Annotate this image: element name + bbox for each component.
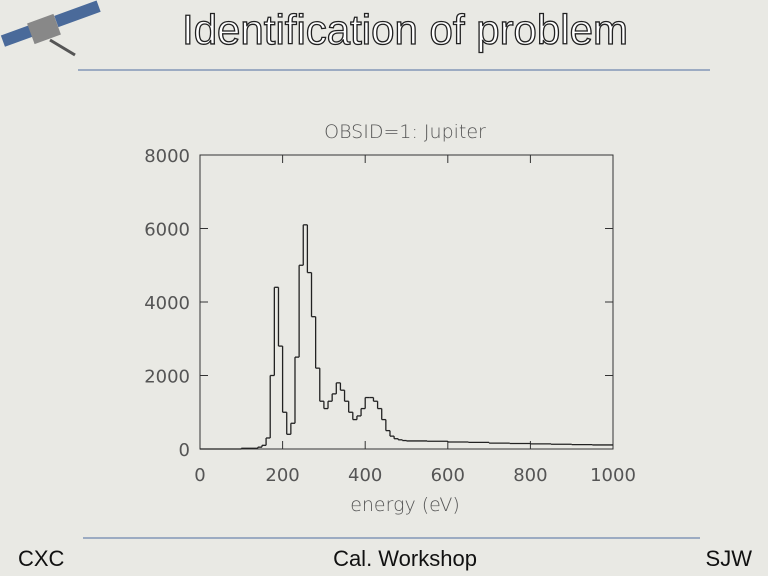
- x-tick-label: 400: [348, 465, 382, 486]
- satellite-icon: [0, 0, 101, 57]
- x-tick-label: 600: [431, 465, 465, 486]
- chart-title: OBSID=1: Jupiter: [324, 121, 486, 143]
- plot-frame: [199, 154, 614, 450]
- y-tick-label: 2000: [144, 367, 190, 388]
- x-axis-label: energy (eV): [350, 494, 460, 516]
- x-tick-label: 1000: [590, 465, 636, 486]
- footer-left: CXC: [18, 546, 65, 571]
- y-tick-label: 4000: [144, 293, 190, 314]
- footer-right: SJW: [706, 546, 753, 571]
- slide-title: Identification of problem: [182, 6, 628, 53]
- x-tick-label: 0: [194, 465, 205, 486]
- y-tick-label: 6000: [144, 220, 190, 241]
- x-tick-label: 200: [265, 465, 299, 486]
- y-tick-label: 8000: [144, 146, 190, 167]
- footer-center: Cal. Workshop: [333, 546, 477, 571]
- x-tick-label: 800: [513, 465, 547, 486]
- y-tick-label: 0: [179, 440, 190, 461]
